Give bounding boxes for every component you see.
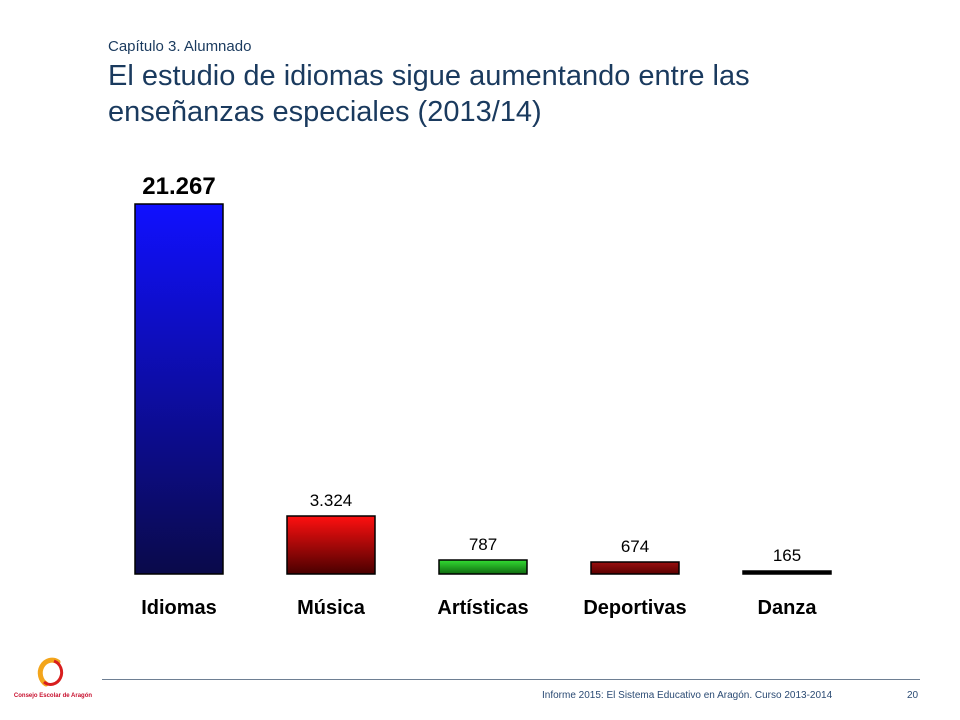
bar-deportivas [590,561,680,575]
chapter-label: Capítulo 3. Alumnado [108,38,252,55]
logo-text: Consejo Escolar de Aragón [14,693,92,699]
value-label: 165 [773,546,801,565]
bar-idiomas [134,203,224,575]
category-label: Artísticas [437,597,528,619]
value-label: 21.267 [142,173,215,200]
value-label: 3.324 [310,491,353,510]
category-label: Música [297,597,366,619]
value-label: 674 [621,537,649,556]
category-label: Deportivas [583,597,686,619]
category-label: Danza [758,597,818,619]
value-label: 787 [469,535,497,554]
consejo-escolar-logo: Consejo Escolar de Aragón [14,657,92,699]
logo-arc [37,657,61,687]
page-number: 20 [907,690,919,701]
bar-artsticas [438,559,528,575]
logo-ring [43,659,64,686]
footer-text: Informe 2015: El Sistema Educativo en Ar… [542,690,833,701]
category-label: Idiomas [141,597,217,619]
bar-msica [286,515,376,575]
bar-danza [742,570,832,575]
page-title: El estudio de idiomas sigue aumentando e… [108,60,750,128]
footer-divider [102,679,920,680]
